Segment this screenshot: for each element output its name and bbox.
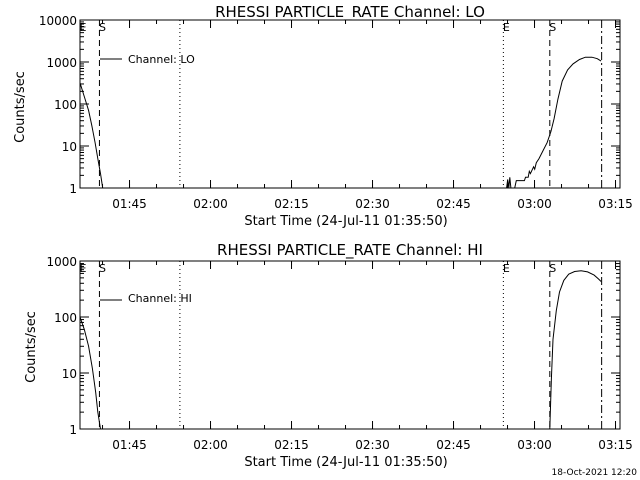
hi-x-tick-label: 02:30 <box>355 438 390 452</box>
hi-x-tick-label: 03:15 <box>598 438 633 452</box>
hi-x-tick-label: 02:15 <box>274 438 309 452</box>
lo-x-tick-label: 03:15 <box>598 197 633 211</box>
lo-channel-panel: RHESSI PARTICLE_RATE Channel: LO Start T… <box>13 3 633 229</box>
lo-x-tick-label: 02:45 <box>436 197 471 211</box>
lo-chart-title: RHESSI PARTICLE_RATE Channel: LO <box>215 3 485 22</box>
hi-y-axis-label: Counts/sec <box>24 311 39 383</box>
hi-series-0-segment-1 <box>549 270 602 430</box>
hi-series-0-segment-0 <box>79 316 101 430</box>
lo-x-tick-label: 02:30 <box>355 197 390 211</box>
lo-marker-label-1: S <box>99 21 106 34</box>
lo-marker-label-3: E <box>503 21 510 34</box>
lo-y-axis-label: Counts/sec <box>13 71 28 143</box>
lo-x-tick-label: 02:00 <box>193 197 228 211</box>
hi-channel-panel: RHESSI PARTICLE_RATE Channel: HI Start T… <box>24 241 633 470</box>
hi-y-tick-label: 100 <box>54 311 77 325</box>
hi-x-tick-label: 02:45 <box>436 438 471 452</box>
lo-plot-frame <box>79 19 621 189</box>
hi-legend-label: Channel: HI <box>128 292 192 305</box>
hi-plot-frame <box>79 260 621 430</box>
lo-y-tick-label: 1000 <box>46 56 77 70</box>
lo-x-tick-label: 03:00 <box>517 197 552 211</box>
lo-marker-label-0: E <box>80 21 87 34</box>
hi-marker-label-4: S <box>549 262 556 275</box>
hi-x-tick-label: 03:00 <box>517 438 552 452</box>
hi-y-tick-label: 1000 <box>46 255 77 269</box>
lo-series-0-segment-0 <box>79 82 104 189</box>
lo-x-tick-label: 02:15 <box>274 197 309 211</box>
lo-x-tick-label: 01:45 <box>112 197 147 211</box>
lo-x-axis-label: Start Time (24-Jul-11 01:35:50) <box>244 214 447 229</box>
lo-y-tick-label: 10 <box>62 140 77 154</box>
lo-y-tick-label: 10000 <box>39 14 77 28</box>
lo-marker-label-4: S <box>549 21 556 34</box>
lo-series-0-segment-1 <box>506 56 602 189</box>
hi-y-tick-label: 10 <box>62 367 77 381</box>
hi-x-axis-label: Start Time (24-Jul-11 01:35:50) <box>244 455 447 470</box>
hi-y-tick-label: 1 <box>69 423 77 437</box>
hi-marker-label-1: S <box>99 262 106 275</box>
hi-x-tick-label: 01:45 <box>112 438 147 452</box>
date-stamp: 18-Oct-2021 12:20 <box>552 468 638 478</box>
hi-marker-label-0: E <box>80 262 87 275</box>
lo-y-tick-label: 1 <box>69 182 77 196</box>
hi-marker-label-3: E <box>503 262 510 275</box>
hi-chart-title: RHESSI PARTICLE_RATE Channel: HI <box>217 241 483 260</box>
lo-y-tick-label: 100 <box>54 98 77 112</box>
hi-x-tick-label: 02:00 <box>193 438 228 452</box>
lo-legend-label: Channel: LO <box>128 53 195 66</box>
